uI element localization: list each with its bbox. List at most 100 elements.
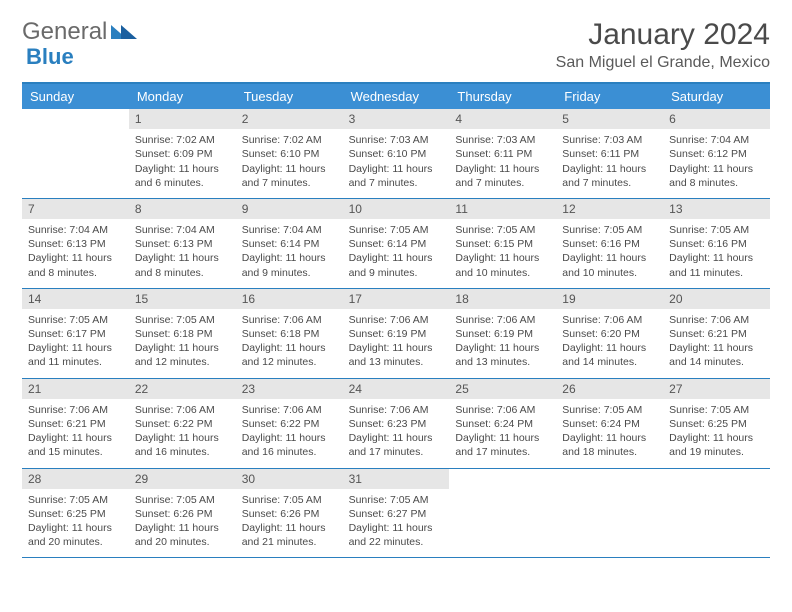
day-info-line: Daylight: 11 hours bbox=[669, 431, 764, 445]
day-info-line: Daylight: 11 hours bbox=[349, 521, 444, 535]
day-info-line: Sunrise: 7:03 AM bbox=[349, 133, 444, 147]
day-number: 22 bbox=[129, 379, 236, 399]
day-cell: 27Sunrise: 7:05 AMSunset: 6:25 PMDayligh… bbox=[663, 379, 770, 468]
day-info-line: Daylight: 11 hours bbox=[455, 341, 550, 355]
day-cell: 25Sunrise: 7:06 AMSunset: 6:24 PMDayligh… bbox=[449, 379, 556, 468]
day-info-line: Sunset: 6:24 PM bbox=[455, 417, 550, 431]
day-info-line: Daylight: 11 hours bbox=[669, 162, 764, 176]
day-number: 13 bbox=[663, 199, 770, 219]
day-info-line: Sunset: 6:18 PM bbox=[242, 327, 337, 341]
location: San Miguel el Grande, Mexico bbox=[556, 54, 770, 72]
logo-text-2: Blue bbox=[26, 44, 74, 70]
day-info-line: and 11 minutes. bbox=[669, 266, 764, 280]
day-info-line: and 14 minutes. bbox=[669, 355, 764, 369]
day-cell: 12Sunrise: 7:05 AMSunset: 6:16 PMDayligh… bbox=[556, 199, 663, 288]
day-info-line: Sunrise: 7:03 AM bbox=[562, 133, 657, 147]
day-info-line: Daylight: 11 hours bbox=[455, 431, 550, 445]
day-cell bbox=[663, 469, 770, 558]
day-number: 6 bbox=[663, 109, 770, 129]
day-number: 8 bbox=[129, 199, 236, 219]
day-info-line: Sunset: 6:22 PM bbox=[135, 417, 230, 431]
day-cell: 7Sunrise: 7:04 AMSunset: 6:13 PMDaylight… bbox=[22, 199, 129, 288]
day-info-line: and 12 minutes. bbox=[135, 355, 230, 369]
day-info-line: Sunrise: 7:04 AM bbox=[669, 133, 764, 147]
day-info-line: and 16 minutes. bbox=[135, 445, 230, 459]
day-info-line: and 11 minutes. bbox=[28, 355, 123, 369]
logo: General bbox=[22, 18, 139, 46]
month-title: January 2024 bbox=[556, 18, 770, 52]
day-info-line: Sunrise: 7:05 AM bbox=[28, 493, 123, 507]
day-info-line: Sunset: 6:16 PM bbox=[562, 237, 657, 251]
day-info-line: Daylight: 11 hours bbox=[242, 251, 337, 265]
day-info-line: Daylight: 11 hours bbox=[455, 251, 550, 265]
day-cell: 4Sunrise: 7:03 AMSunset: 6:11 PMDaylight… bbox=[449, 109, 556, 198]
day-info-line: Sunrise: 7:02 AM bbox=[242, 133, 337, 147]
day-info-line: Sunrise: 7:06 AM bbox=[242, 403, 337, 417]
day-cell: 17Sunrise: 7:06 AMSunset: 6:19 PMDayligh… bbox=[343, 289, 450, 378]
day-info-line: and 7 minutes. bbox=[455, 176, 550, 190]
day-number: 7 bbox=[22, 199, 129, 219]
day-info-line: Sunset: 6:19 PM bbox=[455, 327, 550, 341]
day-info-line: Sunset: 6:17 PM bbox=[28, 327, 123, 341]
day-info-line: Sunrise: 7:05 AM bbox=[349, 493, 444, 507]
day-info-line: Daylight: 11 hours bbox=[455, 162, 550, 176]
day-info-line: Daylight: 11 hours bbox=[135, 341, 230, 355]
day-info-line: Sunrise: 7:06 AM bbox=[135, 403, 230, 417]
day-cell: 3Sunrise: 7:03 AMSunset: 6:10 PMDaylight… bbox=[343, 109, 450, 198]
day-number bbox=[556, 469, 663, 473]
day-info-line: Sunrise: 7:03 AM bbox=[455, 133, 550, 147]
day-info-line: Sunset: 6:11 PM bbox=[455, 147, 550, 161]
day-info-line: Daylight: 11 hours bbox=[135, 521, 230, 535]
day-number: 11 bbox=[449, 199, 556, 219]
day-cell: 20Sunrise: 7:06 AMSunset: 6:21 PMDayligh… bbox=[663, 289, 770, 378]
day-info-line: Sunset: 6:27 PM bbox=[349, 507, 444, 521]
day-info-line: and 20 minutes. bbox=[135, 535, 230, 549]
day-number: 31 bbox=[343, 469, 450, 489]
day-info-line: Sunrise: 7:05 AM bbox=[669, 223, 764, 237]
day-info-line: Sunrise: 7:04 AM bbox=[28, 223, 123, 237]
day-info-line: Daylight: 11 hours bbox=[349, 162, 444, 176]
day-info-line: Sunrise: 7:05 AM bbox=[349, 223, 444, 237]
day-number: 24 bbox=[343, 379, 450, 399]
day-info-line: Daylight: 11 hours bbox=[28, 341, 123, 355]
day-cell: 6Sunrise: 7:04 AMSunset: 6:12 PMDaylight… bbox=[663, 109, 770, 198]
day-header-row: Sunday Monday Tuesday Wednesday Thursday… bbox=[22, 84, 770, 109]
day-number: 26 bbox=[556, 379, 663, 399]
day-header-wed: Wednesday bbox=[343, 84, 450, 109]
day-info-line: and 9 minutes. bbox=[349, 266, 444, 280]
day-header-thu: Thursday bbox=[449, 84, 556, 109]
day-info-line: and 7 minutes. bbox=[242, 176, 337, 190]
day-info-line: Sunset: 6:26 PM bbox=[135, 507, 230, 521]
day-cell: 16Sunrise: 7:06 AMSunset: 6:18 PMDayligh… bbox=[236, 289, 343, 378]
day-info-line: Daylight: 11 hours bbox=[562, 341, 657, 355]
day-info-line: Sunset: 6:14 PM bbox=[349, 237, 444, 251]
day-info-line: Sunset: 6:24 PM bbox=[562, 417, 657, 431]
week-row: 21Sunrise: 7:06 AMSunset: 6:21 PMDayligh… bbox=[22, 379, 770, 469]
day-info-line: Daylight: 11 hours bbox=[669, 341, 764, 355]
day-cell: 14Sunrise: 7:05 AMSunset: 6:17 PMDayligh… bbox=[22, 289, 129, 378]
day-info-line: and 18 minutes. bbox=[562, 445, 657, 459]
day-info-line: Sunrise: 7:05 AM bbox=[242, 493, 337, 507]
day-info-line: and 7 minutes. bbox=[349, 176, 444, 190]
day-info-line: Sunrise: 7:06 AM bbox=[28, 403, 123, 417]
day-cell: 26Sunrise: 7:05 AMSunset: 6:24 PMDayligh… bbox=[556, 379, 663, 468]
day-info-line: Daylight: 11 hours bbox=[28, 521, 123, 535]
day-info-line: Daylight: 11 hours bbox=[135, 251, 230, 265]
day-number: 23 bbox=[236, 379, 343, 399]
day-cell: 23Sunrise: 7:06 AMSunset: 6:22 PMDayligh… bbox=[236, 379, 343, 468]
day-info-line: Sunset: 6:13 PM bbox=[135, 237, 230, 251]
day-info-line: and 19 minutes. bbox=[669, 445, 764, 459]
day-info-line: and 21 minutes. bbox=[242, 535, 337, 549]
day-cell bbox=[22, 109, 129, 198]
day-info-line: Daylight: 11 hours bbox=[242, 521, 337, 535]
day-info-line: and 8 minutes. bbox=[135, 266, 230, 280]
day-info-line: Daylight: 11 hours bbox=[349, 431, 444, 445]
day-cell: 19Sunrise: 7:06 AMSunset: 6:20 PMDayligh… bbox=[556, 289, 663, 378]
day-info-line: Sunset: 6:21 PM bbox=[28, 417, 123, 431]
day-info-line: Sunrise: 7:06 AM bbox=[455, 403, 550, 417]
day-cell: 24Sunrise: 7:06 AMSunset: 6:23 PMDayligh… bbox=[343, 379, 450, 468]
day-info-line: Sunset: 6:18 PM bbox=[135, 327, 230, 341]
day-info-line: Sunset: 6:15 PM bbox=[455, 237, 550, 251]
week-row: 7Sunrise: 7:04 AMSunset: 6:13 PMDaylight… bbox=[22, 199, 770, 289]
day-header-sun: Sunday bbox=[22, 84, 129, 109]
